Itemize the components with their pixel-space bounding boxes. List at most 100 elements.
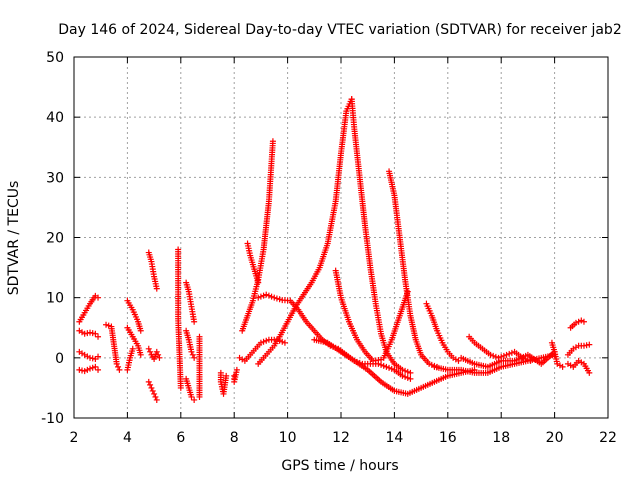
series-arc-6d bbox=[183, 375, 198, 403]
series-arc-low-9b bbox=[255, 96, 355, 367]
data-point bbox=[268, 293, 275, 300]
data-point bbox=[191, 318, 198, 325]
series-arc-early-e bbox=[103, 321, 123, 373]
data-point bbox=[263, 291, 270, 298]
data-point bbox=[137, 327, 144, 334]
data-point bbox=[586, 369, 593, 376]
series-arc-20c bbox=[564, 341, 593, 358]
data-point bbox=[257, 293, 264, 300]
data-point bbox=[503, 351, 510, 358]
grid-lines bbox=[74, 57, 608, 418]
data-point bbox=[257, 339, 264, 346]
data-point bbox=[191, 396, 198, 403]
series-arc-5b bbox=[145, 345, 163, 363]
data-point bbox=[455, 357, 462, 364]
data-point bbox=[255, 279, 262, 286]
data-point bbox=[188, 393, 195, 400]
data-point bbox=[575, 318, 582, 325]
series-arc-20a bbox=[548, 339, 566, 370]
y-tick-label: 30 bbox=[46, 170, 64, 186]
data-point bbox=[586, 341, 593, 348]
data-point bbox=[269, 138, 276, 145]
data-point bbox=[399, 366, 406, 373]
data-point bbox=[84, 330, 91, 337]
data-point bbox=[407, 375, 414, 382]
data-point bbox=[527, 357, 534, 364]
data-point bbox=[147, 348, 154, 355]
x-tick-labels: 2 4 6 8 10 12 14 16 18 20 22 bbox=[70, 430, 617, 446]
data-point bbox=[276, 296, 283, 303]
data-point bbox=[196, 393, 203, 400]
series-arc-6b bbox=[183, 279, 198, 325]
y-tick-label: -10 bbox=[41, 411, 64, 427]
data-points bbox=[76, 96, 593, 403]
data-point bbox=[583, 342, 590, 349]
data-point bbox=[103, 321, 110, 328]
data-point bbox=[404, 368, 411, 375]
data-point bbox=[500, 352, 507, 359]
data-point bbox=[191, 354, 198, 361]
series-arc-5c bbox=[145, 378, 160, 403]
data-point bbox=[153, 285, 160, 292]
data-point bbox=[89, 330, 96, 337]
data-point bbox=[153, 348, 160, 355]
x-tick-label: 4 bbox=[123, 430, 132, 446]
data-point bbox=[189, 351, 196, 358]
data-point bbox=[95, 333, 102, 340]
series-fall-12.5 bbox=[348, 96, 414, 376]
data-point bbox=[153, 396, 160, 403]
x-tick-label: 6 bbox=[176, 430, 185, 446]
series-arc-early-b bbox=[76, 327, 102, 340]
data-point bbox=[572, 319, 579, 326]
data-point bbox=[404, 288, 411, 295]
y-tick-label: 20 bbox=[46, 231, 64, 247]
data-point bbox=[279, 338, 286, 345]
data-point bbox=[148, 384, 155, 391]
data-point bbox=[147, 381, 154, 388]
data-point bbox=[399, 372, 406, 379]
data-point bbox=[386, 364, 393, 371]
series-arc-11.8 bbox=[332, 267, 385, 364]
series-arc-6a bbox=[175, 246, 184, 391]
data-point bbox=[92, 330, 99, 337]
data-point bbox=[426, 360, 433, 367]
x-tick-label: 20 bbox=[546, 430, 564, 446]
data-point bbox=[105, 322, 112, 329]
data-point bbox=[129, 345, 136, 352]
chart-title: Day 146 of 2024, Sidereal Day-to-day VTE… bbox=[58, 22, 621, 38]
data-point bbox=[407, 369, 414, 376]
data-point bbox=[76, 366, 83, 373]
series-arc-8a bbox=[231, 366, 240, 385]
data-point bbox=[116, 366, 123, 373]
data-point bbox=[380, 362, 387, 369]
series-arc-4a bbox=[124, 297, 144, 334]
data-point bbox=[79, 367, 86, 374]
data-point bbox=[263, 337, 270, 344]
data-point bbox=[580, 342, 587, 349]
series-arc-17b bbox=[458, 348, 558, 370]
data-point bbox=[113, 360, 120, 367]
data-point bbox=[87, 354, 94, 361]
series-arc-4c bbox=[124, 345, 136, 373]
data-point bbox=[152, 393, 159, 400]
data-point bbox=[273, 295, 280, 302]
data-point bbox=[156, 354, 163, 361]
data-point bbox=[492, 353, 499, 360]
series-rise-14.5 bbox=[380, 288, 411, 361]
series-arc-early-a bbox=[76, 292, 102, 325]
data-point bbox=[151, 390, 158, 397]
data-point bbox=[87, 329, 94, 336]
data-point bbox=[81, 368, 88, 375]
data-point bbox=[145, 378, 152, 385]
data-point bbox=[559, 363, 566, 370]
data-point bbox=[260, 292, 267, 299]
data-point bbox=[404, 374, 411, 381]
series-arc-4b bbox=[124, 324, 144, 358]
x-tick-label: 12 bbox=[332, 430, 350, 446]
data-point bbox=[580, 318, 587, 325]
data-point bbox=[188, 348, 195, 355]
series-arc-20d bbox=[564, 357, 593, 376]
data-point bbox=[177, 384, 184, 391]
data-point bbox=[281, 339, 288, 346]
